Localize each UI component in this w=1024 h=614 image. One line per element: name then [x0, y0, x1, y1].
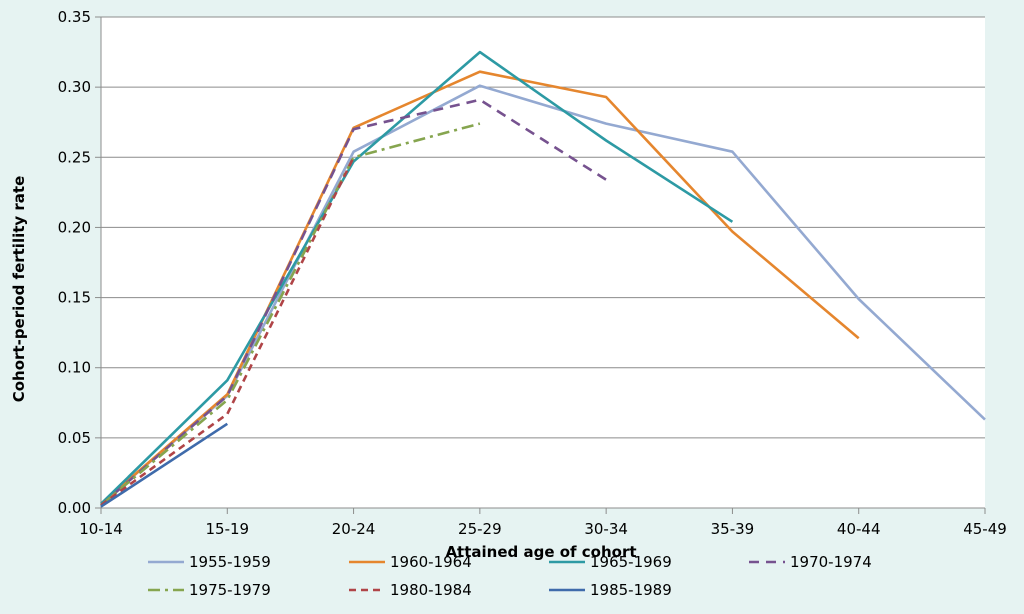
y-tick-label: 0.15: [58, 289, 91, 307]
series-line-1980-1984: [100, 156, 355, 507]
x-tick-label: 10-14: [79, 520, 123, 538]
x-tick-label: 45-49: [963, 520, 1007, 538]
x-tick-labels: 10-14 15-19 20-24 25-29 30-34 35-39 40-44 45-49: [79, 520, 1007, 538]
series-line-1965-1969: [100, 50, 734, 505]
series-line-1975-1979: [100, 122, 481, 507]
series-line-1960-1964: [100, 70, 860, 505]
gridlines: [95, 16, 985, 509]
x-tick-label: 20-24: [332, 520, 376, 538]
y-tick-label: 0.00: [58, 499, 91, 517]
legend-label: 1985-1989: [590, 581, 672, 599]
x-tick-label: 25-29: [458, 520, 502, 538]
x-tick-label: 30-34: [584, 520, 628, 538]
series-line-1955-1959: [100, 84, 986, 505]
y-tick-label: 0.30: [58, 78, 91, 96]
legend-label: 1980-1984: [390, 581, 472, 599]
y-tick-label: 0.05: [58, 429, 91, 447]
y-tick-labels: 0.00 0.05 0.10 0.15 0.20 0.25 0.30 0.35: [58, 8, 91, 517]
legend-label: 1975-1979: [189, 581, 271, 599]
legend-label: 1960-1964: [390, 553, 472, 571]
x-tick-label: 15-19: [205, 520, 249, 538]
axes: [100, 17, 986, 514]
series-lines: [100, 50, 986, 508]
y-tick-label: 0.25: [58, 148, 91, 166]
legend: 1955-1959 1960-1964 1965-1969 1970-1974 1975…: [148, 553, 872, 599]
x-tick-label: 40-44: [837, 520, 881, 538]
y-tick-label: 0.10: [58, 359, 91, 377]
x-axis-title: Attained age of cohort: [445, 543, 636, 561]
y-tick-label: 0.20: [58, 218, 91, 236]
legend-label: 1955-1959: [189, 553, 271, 571]
series-line-1970-1974: [100, 98, 607, 507]
y-tick-label: 0.35: [58, 8, 91, 26]
y-axis-title: Cohort-period fertility rate: [10, 176, 28, 403]
plot-area: [101, 17, 985, 508]
series-line-1985-1989: [100, 422, 229, 508]
legend-label: 1970-1974: [790, 553, 872, 571]
legend-label: 1965-1969: [590, 553, 672, 571]
x-tick-label: 35-39: [711, 520, 755, 538]
